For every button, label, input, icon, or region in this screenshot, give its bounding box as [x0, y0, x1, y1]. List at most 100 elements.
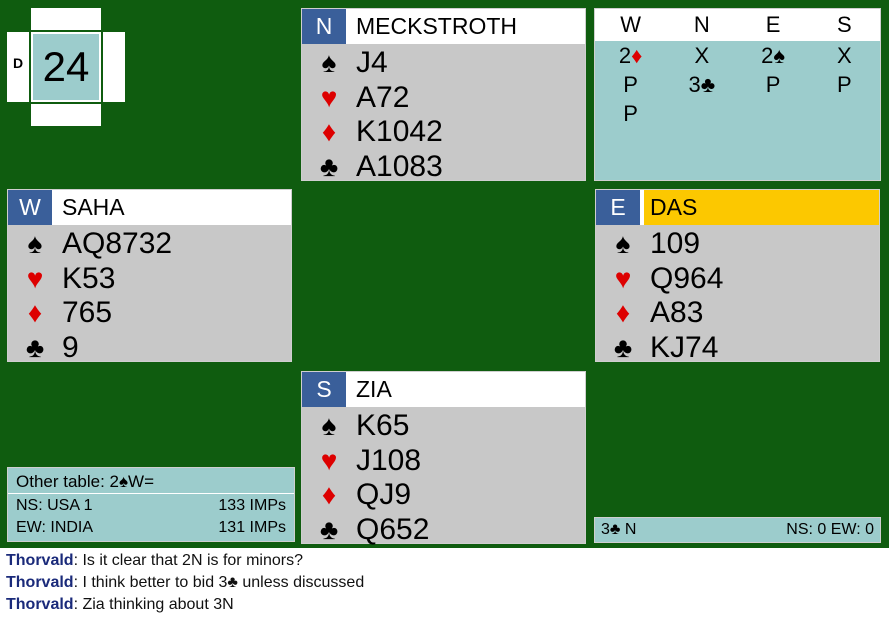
cards-hearts[interactable]: J108	[356, 443, 422, 477]
club-icon: ♣	[25, 331, 45, 363]
auction-col-e: E	[765, 12, 781, 37]
cards-spades[interactable]: K65	[356, 409, 410, 443]
dealer-indicator: D	[12, 55, 24, 71]
suit-row-clubs[interactable]: ♣ A1083	[314, 150, 585, 185]
chat-message: Thorvald: Is it clear that 2N is for min…	[0, 550, 889, 572]
auction-header: W N E S	[595, 9, 880, 41]
cards-diamonds[interactable]: QJ9	[356, 478, 412, 512]
hand-east: E DAS ♠ 109 ♥ Q964 ♦ A83 ♣ KJ74	[595, 189, 880, 364]
suit-row-hearts[interactable]: ♥ J108	[314, 444, 585, 479]
suit-row-spades[interactable]: ♠ 109	[608, 227, 879, 262]
ew-team: EW: INDIA	[16, 519, 94, 536]
spade-icon: ♠	[321, 47, 337, 79]
cards-hearts[interactable]: K53	[62, 261, 116, 295]
diamond-icon: ♦	[615, 297, 631, 329]
spade-icon: ♠	[615, 228, 631, 260]
ew-imps: 131 IMPs	[218, 519, 286, 536]
contract-bar: 3♣ N NS: 0 EW: 0	[594, 517, 881, 543]
hand-header: S ZIA	[302, 372, 585, 407]
chat-author[interactable]: Thorvald	[6, 552, 74, 569]
cards-diamonds[interactable]: K1042	[356, 115, 443, 149]
cards-diamonds[interactable]: A83	[650, 296, 704, 330]
cards-spades[interactable]: J4	[356, 46, 388, 80]
seat-badge-south: S	[302, 372, 346, 407]
suit-row-spades[interactable]: ♠ K65	[314, 409, 585, 444]
club-icon: ♣	[319, 513, 339, 545]
contract: 3♣ N	[601, 521, 637, 538]
player-name-east: DAS	[644, 190, 879, 225]
suit-row-clubs[interactable]: ♣ 9	[20, 331, 291, 366]
cards-clubs[interactable]: KJ74	[650, 330, 719, 364]
chat-message: Thorvald: I think better to bid 3♣ unles…	[0, 572, 889, 594]
cards-hearts[interactable]: Q964	[650, 261, 724, 295]
board-number: 24	[31, 32, 101, 102]
ns-team: NS: USA 1	[16, 497, 93, 514]
bid: P	[837, 72, 852, 97]
auction-col-s: S	[837, 12, 852, 37]
board-east-marker	[103, 32, 125, 102]
club-icon: ♣	[613, 331, 633, 363]
club-icon: ♣	[700, 72, 716, 97]
bid: P	[623, 101, 638, 126]
trick-score: NS: 0 EW: 0	[786, 521, 874, 538]
auction-panel: W N E S 2♦ X 2♠ X P 3♣ P P P	[594, 8, 881, 181]
player-name-west: SAHA	[62, 194, 125, 220]
cards-spades[interactable]: AQ8732	[62, 227, 173, 261]
auction-row: P 3♣ P P	[595, 70, 880, 99]
suit-row-hearts[interactable]: ♥ A72	[314, 81, 585, 116]
heart-icon: ♥	[320, 81, 338, 113]
diamond-icon: ♦	[321, 479, 337, 511]
cards-clubs[interactable]: Q652	[356, 512, 430, 546]
chat-message: Thorvald: Zia thinking about 3N	[0, 594, 889, 616]
hand-header: E DAS	[596, 190, 879, 225]
cards-clubs[interactable]: A1083	[356, 149, 443, 183]
auction-col-n: N	[693, 12, 710, 37]
other-table-result: Other table: 2♠W=	[16, 472, 155, 491]
heart-icon: ♥	[26, 262, 44, 294]
suit-row-clubs[interactable]: ♣ Q652	[314, 513, 585, 548]
heart-icon: ♥	[614, 262, 632, 294]
suit-row-clubs[interactable]: ♣ KJ74	[608, 331, 879, 366]
cards-clubs[interactable]: 9	[62, 330, 79, 364]
diamond-icon: ♦	[321, 116, 337, 148]
diamond-icon: ♦	[631, 43, 643, 68]
suit-row-diamonds[interactable]: ♦ 765	[20, 296, 291, 331]
suit-row-hearts[interactable]: ♥ Q964	[608, 262, 879, 297]
chat-text: : Zia thinking about 3N	[73, 596, 234, 613]
spade-icon: ♠	[773, 43, 786, 68]
spade-icon: ♠	[321, 410, 337, 442]
heart-icon: ♥	[320, 444, 338, 476]
auction-col-w: W	[620, 12, 641, 37]
bid: X	[694, 43, 710, 68]
bid	[809, 99, 880, 128]
suit-row-diamonds[interactable]: ♦ QJ9	[314, 478, 585, 513]
cards-spades[interactable]: 109	[650, 227, 701, 261]
hand-south: S ZIA ♠ K65 ♥ J108 ♦ QJ9 ♣ Q652	[301, 371, 586, 546]
suit-row-diamonds[interactable]: ♦ K1042	[314, 115, 585, 150]
bid: 2♦	[618, 43, 643, 68]
chat-author[interactable]: Thorvald	[6, 596, 74, 613]
seat-badge-west: W	[8, 190, 52, 225]
chat-log[interactable]: Thorvald: Is it clear that 2N is for min…	[0, 550, 889, 627]
chat-author[interactable]: Thorvald	[6, 574, 74, 591]
auction-row: P	[595, 99, 880, 128]
bid	[666, 99, 737, 128]
cards-hearts[interactable]: A72	[356, 80, 410, 114]
other-table-panel: Other table: 2♠W= NS: USA 1 133 IMPs EW:…	[7, 467, 295, 542]
club-icon: ♣	[319, 150, 339, 182]
hand-west: W SAHA ♠ AQ8732 ♥ K53 ♦ 765 ♣ 9	[7, 189, 292, 364]
suit-row-diamonds[interactable]: ♦ A83	[608, 296, 879, 331]
chat-text: : I think better to bid 3♣ unless discus…	[73, 574, 365, 591]
player-name-south: ZIA	[356, 376, 392, 402]
hand-north: N MECKSTROTH ♠ J4 ♥ A72 ♦ K1042 ♣ A1083	[301, 8, 586, 183]
board-south-marker	[31, 104, 101, 126]
bid: X	[837, 43, 852, 68]
suit-row-spades[interactable]: ♠ J4	[314, 46, 585, 81]
chat-text: : Is it clear that 2N is for minors?	[73, 552, 303, 569]
score-row-ew: EW: INDIA 131 IMPs	[16, 519, 286, 537]
cards-diamonds[interactable]: 765	[62, 296, 113, 330]
bid: P	[765, 72, 781, 97]
suit-row-hearts[interactable]: ♥ K53	[20, 262, 291, 297]
suit-row-spades[interactable]: ♠ AQ8732	[20, 227, 291, 262]
spade-icon: ♠	[27, 228, 43, 260]
